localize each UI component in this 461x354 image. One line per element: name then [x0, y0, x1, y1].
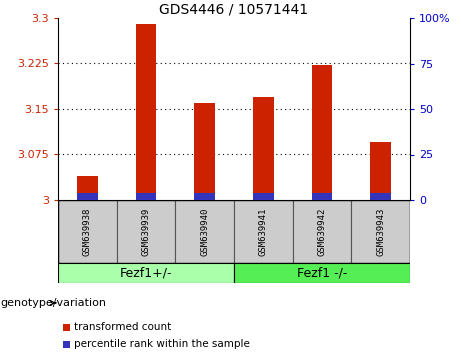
Bar [293, 200, 351, 263]
Text: GSM639938: GSM639938 [83, 207, 92, 256]
Bar [77, 193, 98, 200]
Text: GSM639939: GSM639939 [142, 207, 150, 256]
Title: GDS4446 / 10571441: GDS4446 / 10571441 [160, 3, 308, 17]
Text: Fezf1+/-: Fezf1+/- [120, 267, 172, 280]
Bar [175, 200, 234, 263]
Bar [63, 341, 70, 348]
Text: GSM639941: GSM639941 [259, 207, 268, 256]
Bar [58, 200, 117, 263]
Text: genotype/variation: genotype/variation [0, 298, 106, 308]
Text: transformed count: transformed count [74, 322, 171, 332]
Text: GSM639943: GSM639943 [376, 207, 385, 256]
Bar [253, 97, 273, 200]
Bar [234, 263, 410, 282]
Bar [370, 142, 391, 200]
Bar [63, 324, 70, 331]
Bar [312, 65, 332, 200]
Bar [77, 176, 98, 200]
Bar [117, 200, 175, 263]
Text: percentile rank within the sample: percentile rank within the sample [74, 339, 250, 349]
Text: GSM639942: GSM639942 [318, 207, 326, 256]
Bar [370, 193, 391, 200]
Bar [253, 193, 273, 200]
Bar [195, 103, 215, 200]
Bar [351, 200, 410, 263]
Text: Fezf1 -/-: Fezf1 -/- [297, 267, 347, 280]
Bar [234, 200, 293, 263]
Bar [312, 193, 332, 200]
Bar [58, 263, 234, 282]
Bar [195, 193, 215, 200]
Bar [136, 193, 156, 200]
Bar [136, 24, 156, 200]
Text: GSM639940: GSM639940 [200, 207, 209, 256]
